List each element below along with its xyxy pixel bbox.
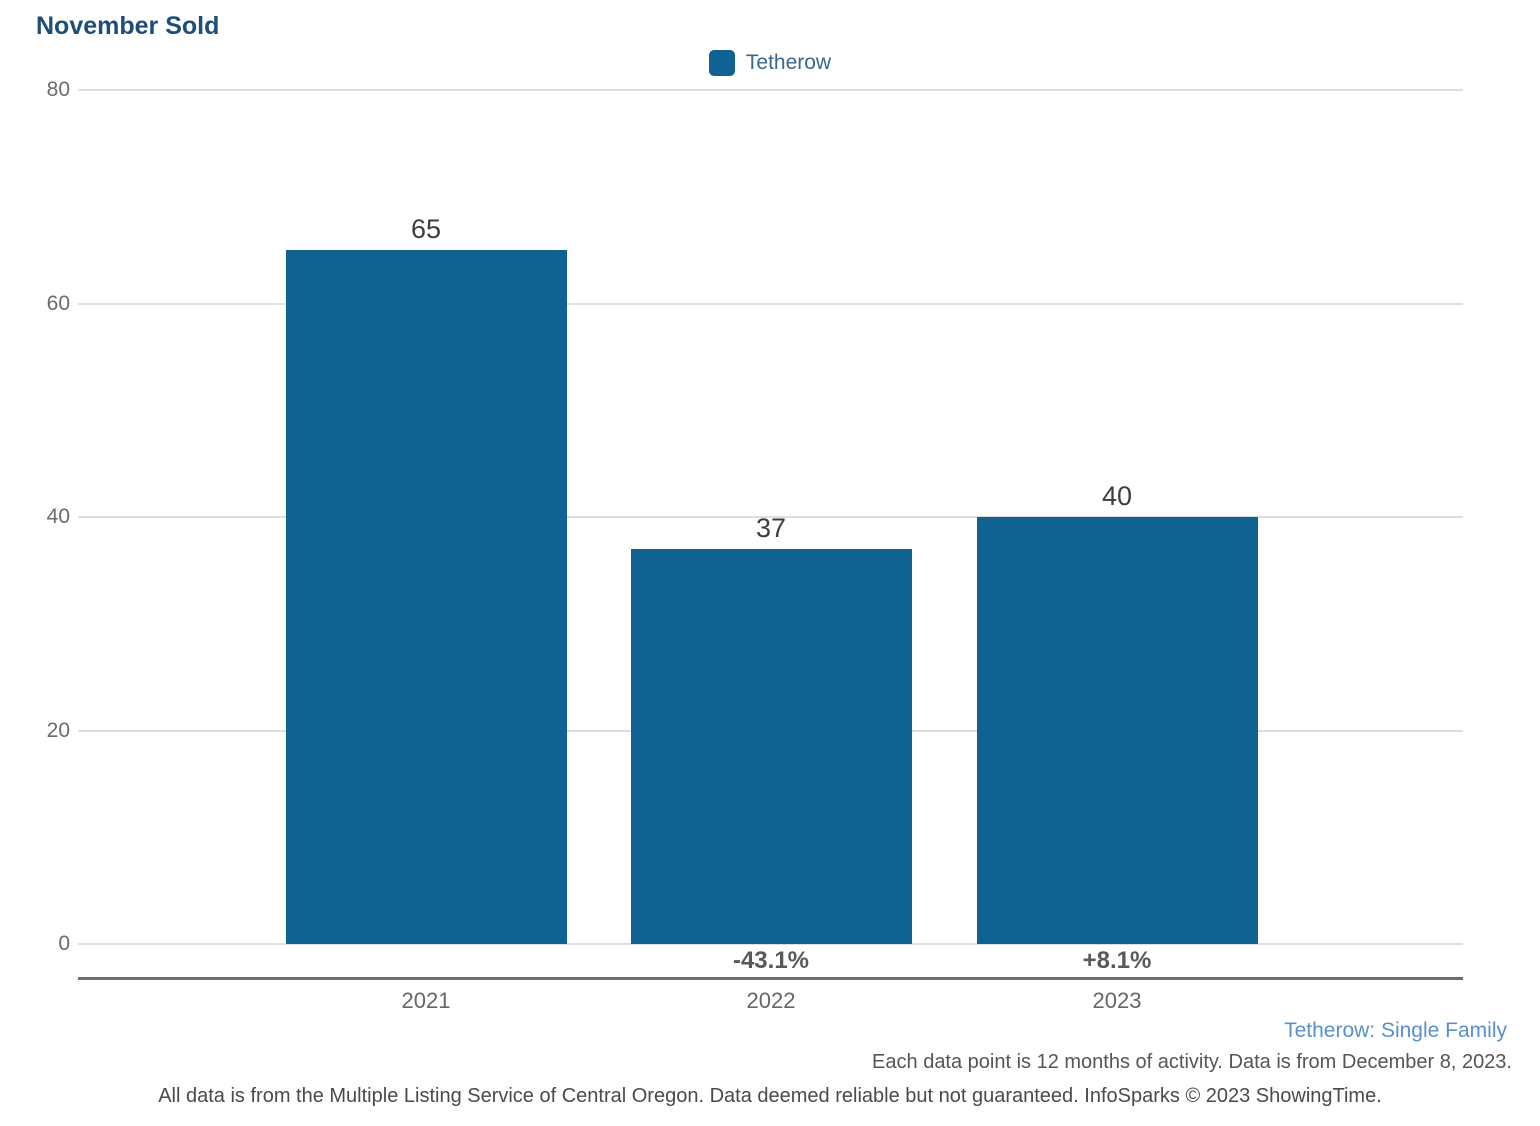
y-axis-tick-label: 60	[46, 291, 70, 315]
bar-2022[interactable]	[630, 549, 912, 944]
y-gridline	[78, 302, 1463, 305]
x-axis-tick-label: 2023	[1092, 988, 1142, 1013]
bar-value-label: 65	[410, 214, 442, 245]
y-axis-tick-label: 40	[46, 505, 70, 528]
x-axis-tick-label: 2022	[746, 988, 796, 1013]
bar-value-label: 37	[755, 513, 787, 544]
legend: Tetherow	[0, 50, 1540, 76]
bar-2023[interactable]	[976, 517, 1258, 944]
y-axis-tick-label: 20	[46, 718, 70, 742]
legend-label[interactable]: Tetherow	[745, 51, 832, 74]
chart-title: November Sold	[36, 12, 220, 40]
y-gridline	[78, 943, 1463, 945]
x-axis-tick-label: 2021	[401, 988, 451, 1013]
disclaimer-note: All data is from the Multiple Listing Se…	[158, 1085, 1382, 1107]
bar-2021[interactable]	[285, 250, 567, 944]
legend-swatch-icon[interactable]	[708, 50, 735, 76]
segment-note[interactable]: Tetherow: Single Family	[1284, 1019, 1507, 1042]
y-axis-tick-label: 0	[58, 932, 70, 955]
pct-change-label: +8.1%	[1082, 947, 1152, 974]
y-gridline	[78, 89, 1463, 91]
x-axis-line	[78, 977, 1463, 980]
y-axis-tick-label: 80	[46, 78, 70, 101]
data-note: Each data point is 12 months of activity…	[872, 1051, 1512, 1073]
bar-value-label: 40	[1101, 481, 1133, 511]
y-gridline	[78, 516, 1463, 518]
pct-change-label: -43.1%	[732, 947, 810, 974]
